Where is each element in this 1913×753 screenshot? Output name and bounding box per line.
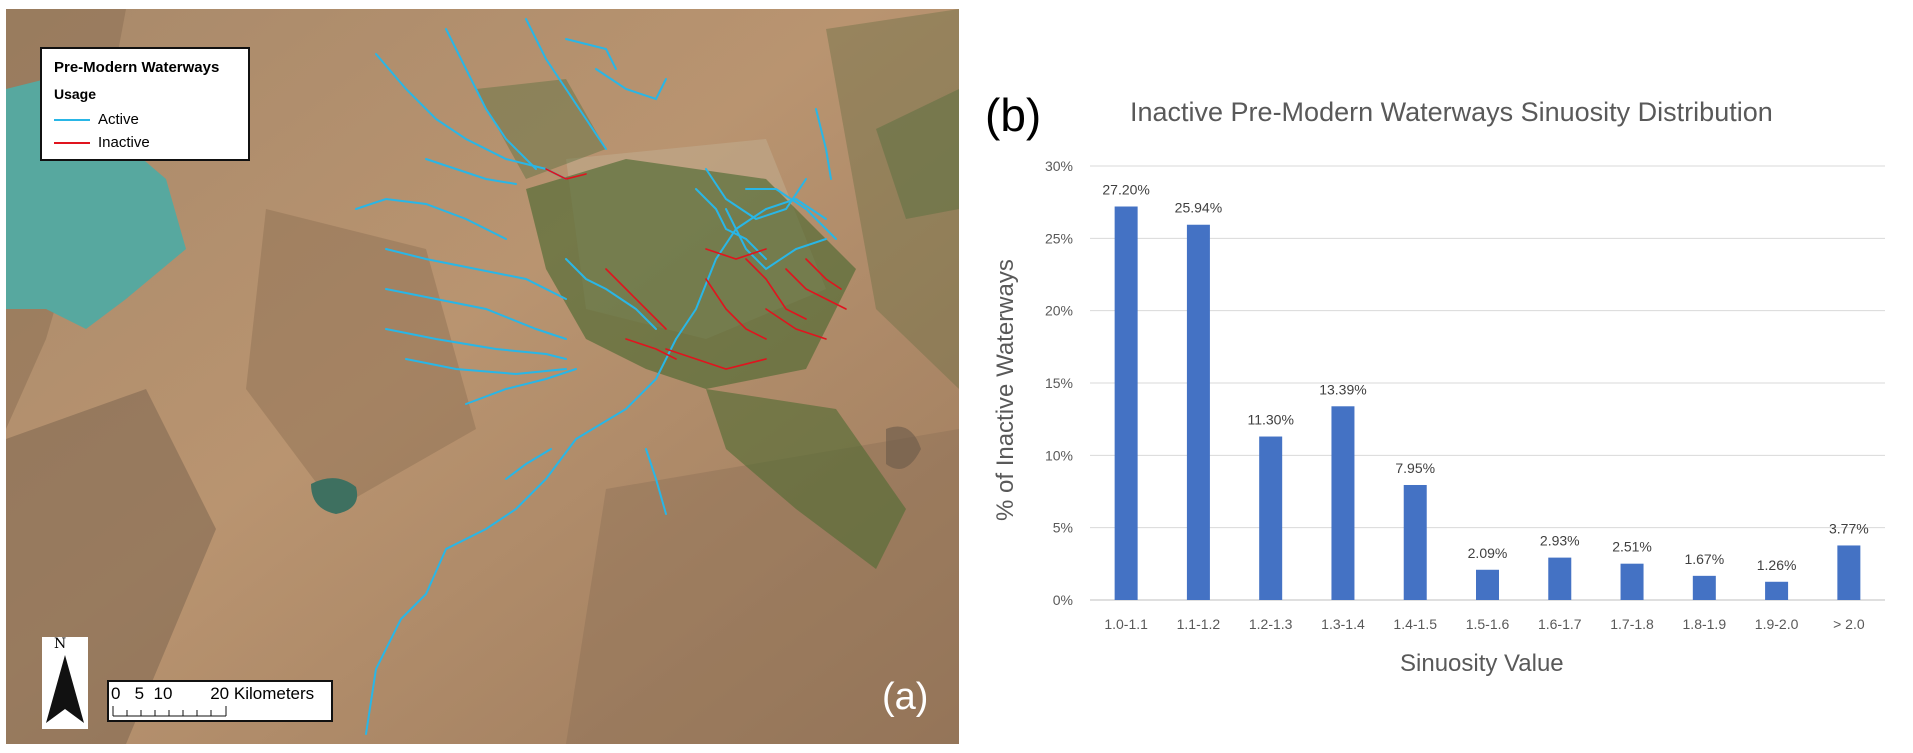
bar — [1837, 545, 1861, 600]
legend-swatch-inactive — [54, 141, 90, 144]
map-legend: Pre-Modern Waterways Usage Active Inacti… — [40, 47, 250, 161]
y-tick-label: 5% — [1053, 520, 1073, 536]
bar — [1692, 575, 1716, 600]
scale-bar: 0 5 10 20 Kilometers — [107, 680, 333, 722]
x-tick-label: 1.2-1.3 — [1249, 616, 1293, 632]
bar — [1114, 206, 1138, 601]
x-tick-label: 1.0-1.1 — [1104, 616, 1148, 632]
panel-label-b: (b) — [985, 89, 1042, 141]
active-waterways — [355, 18, 837, 735]
legend-item-active: Active — [54, 108, 236, 131]
y-tick-label: 0% — [1053, 592, 1073, 608]
bar — [1259, 436, 1283, 600]
x-tick-label: 1.4-1.5 — [1393, 616, 1437, 632]
legend-swatch-active — [54, 118, 90, 121]
x-tick-label: 1.3-1.4 — [1321, 616, 1365, 632]
y-tick-label: 20% — [1045, 303, 1073, 319]
bar-value-label: 25.94% — [1175, 200, 1222, 216]
x-tick-label: 1.9-2.0 — [1755, 616, 1799, 632]
legend-label-active: Active — [98, 111, 139, 128]
bar — [1620, 563, 1644, 600]
scale-ticks — [112, 706, 227, 717]
bars — [1114, 206, 1861, 601]
y-tick-label: 10% — [1045, 447, 1073, 463]
map-panel: Pre-Modern Waterways Usage Active Inacti… — [6, 9, 959, 744]
x-tick-label: 1.6-1.7 — [1538, 616, 1582, 632]
bar-value-label: 2.51% — [1612, 539, 1652, 555]
x-tick-labels: 1.0-1.1 1.1-1.2 1.2-1.3 1.3-1.4 1.4-1.5 1.5-1… — [1104, 616, 1864, 632]
x-tick-label: > 2.0 — [1833, 616, 1865, 632]
bar — [1548, 557, 1572, 600]
north-label: N — [54, 636, 67, 652]
bar-value-label: 1.67% — [1684, 551, 1724, 567]
bar-value-label: 7.95% — [1395, 460, 1435, 476]
bar-value-label: 11.30% — [1247, 412, 1293, 428]
bar — [1476, 569, 1499, 600]
y-tick-label: 30% — [1045, 158, 1073, 174]
inactive-waterways — [545, 168, 847, 370]
north-arrow-icon — [42, 637, 88, 729]
x-tick-label: 1.8-1.9 — [1683, 616, 1727, 632]
legend-title: Pre-Modern Waterways — [54, 59, 220, 76]
satellite-map — [6, 9, 959, 744]
bar-value-label: 27.20% — [1102, 182, 1149, 198]
bar-value-label: 13.39% — [1319, 381, 1366, 397]
bar-value-label: 1.26% — [1757, 557, 1797, 573]
bar-value-labels: 27.20% 25.94% 11.30% 13.39% 7.95% 2.09% 2.93% 2… — [1102, 182, 1868, 573]
bar-value-label: 3.77% — [1829, 520, 1869, 536]
x-tick-label: 1.5-1.6 — [1466, 616, 1510, 632]
bar — [1403, 484, 1427, 600]
x-tick-label: 1.1-1.2 — [1177, 616, 1221, 632]
bar — [1331, 406, 1355, 600]
legend-item-inactive: Inactive — [54, 131, 236, 154]
panel-label-a: (a) — [882, 676, 929, 718]
bar — [1186, 224, 1210, 600]
legend-subtitle: Usage — [54, 86, 97, 102]
y-tick-label: 25% — [1045, 230, 1073, 246]
x-axis-title: Sinuosity Value — [1400, 650, 1564, 677]
bar-value-label: 2.93% — [1540, 533, 1580, 549]
y-tick-labels: 0% 5% 10% 15% 20% 25% 30% — [1045, 158, 1073, 608]
x-tick-label: 1.7-1.8 — [1610, 616, 1654, 632]
scale-label: 0 5 10 20 Kilometers — [111, 684, 315, 703]
bar-value-label: 2.09% — [1468, 545, 1508, 561]
chart-title: Inactive Pre-Modern Waterways Sinuosity … — [1130, 97, 1773, 127]
y-tick-label: 15% — [1045, 375, 1073, 391]
bar — [1765, 581, 1789, 600]
legend-label-inactive: Inactive — [98, 134, 150, 151]
